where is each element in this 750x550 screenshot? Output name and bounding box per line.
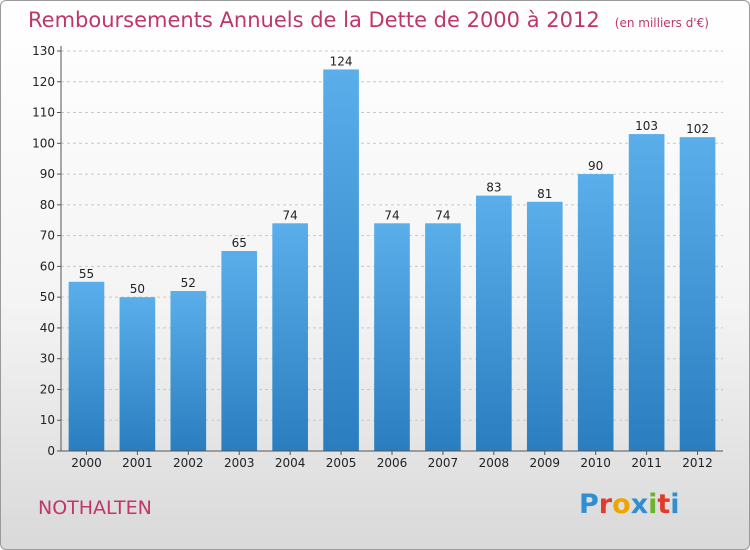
axes bbox=[57, 46, 723, 455]
logo-letter: i bbox=[648, 489, 658, 520]
x-tick-label: 2011 bbox=[631, 456, 662, 470]
bar bbox=[272, 223, 308, 451]
bar bbox=[323, 69, 359, 451]
y-tick-label: 30 bbox=[40, 352, 55, 366]
bar bbox=[476, 195, 512, 451]
logo-letter: o bbox=[612, 489, 631, 520]
x-tick-label: 2012 bbox=[682, 456, 713, 470]
y-tick-label: 110 bbox=[32, 106, 55, 120]
y-tick-label: 0 bbox=[47, 444, 55, 458]
bar-value-label: 65 bbox=[232, 236, 247, 250]
bar bbox=[526, 201, 563, 451]
bar-value-label: 81 bbox=[537, 187, 552, 201]
bar bbox=[628, 134, 665, 452]
x-tick-label: 2005 bbox=[326, 456, 357, 470]
y-tick-label: 130 bbox=[32, 44, 55, 58]
proxiti-logo: Proxiti bbox=[579, 489, 680, 520]
y-tick-label: 40 bbox=[40, 321, 55, 335]
y-tick-label: 20 bbox=[40, 382, 55, 396]
bar-value-label: 74 bbox=[435, 208, 450, 222]
y-tick-label: 70 bbox=[40, 229, 55, 243]
bars bbox=[68, 69, 716, 452]
logo-letter: r bbox=[598, 489, 613, 520]
x-tick-label: 2009 bbox=[529, 456, 560, 470]
y-tick-label: 60 bbox=[40, 259, 55, 273]
bar-value-label: 74 bbox=[384, 208, 399, 222]
bar-value-label: 102 bbox=[686, 122, 709, 136]
y-tick-label: 80 bbox=[40, 198, 55, 212]
bar bbox=[425, 223, 461, 451]
bar-value-label: 103 bbox=[635, 119, 658, 133]
x-tick-label: 2003 bbox=[224, 456, 255, 470]
x-tick-label: 2008 bbox=[479, 456, 510, 470]
x-tick-label: 2010 bbox=[580, 456, 611, 470]
y-tick-label: 90 bbox=[40, 167, 55, 181]
chart-subtitle: (en milliers d'€) bbox=[614, 16, 709, 30]
bar bbox=[221, 251, 258, 451]
bar bbox=[679, 137, 716, 451]
x-tick-label: 2006 bbox=[377, 456, 408, 470]
bar-value-label: 50 bbox=[130, 282, 145, 296]
y-tick-label: 120 bbox=[32, 75, 55, 89]
bar bbox=[170, 291, 207, 451]
x-tick-label: 2007 bbox=[428, 456, 459, 470]
bar-value-label: 83 bbox=[486, 181, 501, 195]
bar-value-label: 74 bbox=[283, 208, 298, 222]
logo-letter: i bbox=[670, 489, 680, 520]
commune-name: NOTHALTEN bbox=[38, 497, 152, 519]
x-tick-label: 2000 bbox=[71, 456, 102, 470]
y-tick-label: 50 bbox=[40, 290, 55, 304]
logo-letter: t bbox=[657, 489, 671, 520]
bar bbox=[374, 223, 410, 451]
y-tick-label: 100 bbox=[32, 136, 55, 150]
x-tick-label: 2004 bbox=[275, 456, 306, 470]
x-tick-label: 2001 bbox=[122, 456, 153, 470]
bar-value-label: 90 bbox=[588, 159, 603, 173]
bar-value-label: 55 bbox=[79, 267, 94, 281]
bar bbox=[577, 174, 614, 452]
labels: 0 10 20 30 40 50 60 70 80 90 100 110 120 130 55 2000 50 2… bbox=[32, 44, 713, 470]
logo-letter: x bbox=[630, 489, 649, 520]
title-line: Remboursements Annuels de la Dette de 20… bbox=[28, 8, 709, 32]
x-tick-label: 2002 bbox=[173, 456, 204, 470]
logo-letter: P bbox=[579, 489, 599, 520]
bar bbox=[119, 297, 156, 451]
chart-title: Remboursements Annuels de la Dette de 20… bbox=[28, 8, 600, 32]
bar-value-label: 124 bbox=[330, 54, 353, 68]
y-tick-label: 10 bbox=[40, 413, 55, 427]
bar bbox=[68, 281, 105, 451]
bar-value-label: 52 bbox=[181, 276, 196, 290]
